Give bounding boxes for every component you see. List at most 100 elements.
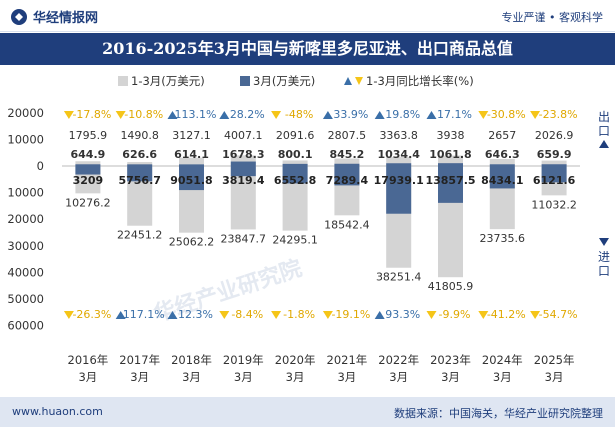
x-category-label: 2023年: [430, 353, 471, 367]
x-category-label: 3月: [182, 370, 201, 384]
import-march-label: 17939.1: [374, 174, 424, 187]
x-category-label: 2025年: [534, 353, 575, 367]
export-growth-label: 33.9%: [333, 108, 368, 121]
export-q1-bar: [438, 155, 463, 166]
arrow-up-icon: [599, 140, 609, 148]
export-march-label: 614.1: [174, 148, 209, 161]
import-growth-up-triangle-icon: [115, 311, 126, 319]
export-march-bar: [127, 164, 153, 166]
chart-plot: 华经产业研究院200001000001000020000300004000050…: [7, 106, 580, 384]
export-q1-label: 2807.5: [328, 129, 367, 142]
export-march-bar: [179, 164, 204, 166]
export-march-bar: [282, 163, 308, 166]
import-growth-label: -26.3%: [72, 308, 111, 321]
legend-march-label: 3月(万美元): [253, 74, 316, 88]
export-q1-bar: [282, 160, 308, 166]
tagline: 专业严谨 • 客观科学: [501, 11, 603, 24]
import-growth-down-triangle-icon: [271, 311, 282, 319]
import-march-label: 6121.6: [533, 174, 576, 187]
import-march-bar: [334, 166, 360, 186]
legend-cumulative: 1-3月(万美元): [118, 73, 205, 89]
x-category-label: 2024年: [482, 353, 523, 367]
export-q1-bar: [541, 160, 567, 166]
import-q1-label: 10276.2: [65, 196, 111, 209]
export-q1-bar: [334, 158, 360, 166]
x-category-label: 3月: [78, 370, 97, 384]
import-growth-label: -54.7%: [539, 308, 578, 321]
import-q1-label: 24295.1: [272, 234, 318, 247]
export-march-label: 626.6: [122, 148, 157, 161]
import-march-bar: [489, 166, 515, 189]
export-growth-up-triangle-icon: [219, 111, 230, 119]
import-march-label: 13857.5: [425, 174, 475, 187]
import-side-text: 进口: [597, 250, 610, 278]
footer-url[interactable]: www.huaon.com: [12, 405, 103, 418]
x-category-label: 3月: [130, 370, 149, 384]
y-tick-label: 40000: [7, 265, 44, 279]
legend-cumulative-swatch: [118, 76, 128, 86]
export-q1-label: 2026.9: [535, 129, 574, 142]
export-growth-label: 113.1%: [175, 108, 217, 121]
export-march-label: 1678.3: [222, 148, 264, 161]
export-q1-bar: [489, 158, 515, 166]
export-q1-label: 3938: [437, 129, 465, 142]
import-q1-label: 38251.4: [376, 271, 422, 284]
export-q1-label: 1795.9: [69, 129, 108, 142]
export-growth-label: -17.8%: [72, 108, 111, 121]
x-category-label: 2017年: [119, 353, 160, 367]
y-tick-label: 0: [37, 159, 44, 173]
huajing-logo-icon: [11, 8, 27, 25]
arrow-down-icon: [599, 238, 609, 246]
import-q1-label: 11032.2: [531, 198, 577, 211]
legend-growth-label: 1-3月同比增长率(%): [366, 74, 474, 88]
y-tick-label: 10000: [7, 132, 44, 146]
export-march-bar: [541, 164, 567, 166]
import-q1-bar: [230, 166, 256, 230]
export-q1-label: 3363.8: [379, 129, 418, 142]
export-q1-bar: [75, 161, 101, 166]
y-tick-label: 20000: [7, 106, 44, 120]
import-growth-up-triangle-icon: [167, 311, 178, 319]
x-category-label: 2020年: [275, 353, 316, 367]
import-march-bar: [541, 166, 567, 183]
import-growth-down-triangle-icon: [63, 311, 74, 319]
export-q1-label: 1490.8: [120, 129, 159, 142]
top-bar: 华经情报网 专业严谨 • 客观科学: [0, 0, 615, 32]
export-march-bar: [334, 163, 360, 166]
export-march-label: 644.9: [71, 148, 106, 161]
import-growth-up-triangle-icon: [374, 311, 385, 319]
export-growth-label: -23.8%: [539, 108, 578, 121]
export-growth-label: 19.8%: [385, 108, 420, 121]
export-march-bar: [230, 161, 256, 166]
import-growth-label: -8.4%: [231, 308, 263, 321]
export-growth-label: 17.1%: [437, 108, 472, 121]
import-march-bar: [438, 166, 463, 203]
import-growth-label: 93.3%: [385, 308, 420, 321]
footer-source: 数据来源：中国海关，华经产业研究院整理: [394, 407, 603, 420]
x-category-label: 3月: [545, 370, 564, 384]
import-march-bar: [179, 166, 204, 191]
export-q1-label: 4007.1: [224, 129, 263, 142]
export-side-label: 出口: [597, 110, 611, 152]
export-march-bar: [75, 164, 101, 166]
import-q1-label: 41805.9: [428, 280, 474, 293]
import-growth-label: 12.3%: [178, 308, 213, 321]
import-march-bar: [75, 166, 101, 175]
import-march-bar: [230, 166, 256, 177]
import-side-label: 进口: [597, 236, 611, 278]
y-tick-label: 50000: [7, 292, 44, 306]
export-growth-label: -48%: [285, 108, 313, 121]
import-growth-down-triangle-icon: [219, 311, 230, 319]
y-tick-label: 10000: [7, 186, 44, 200]
export-growth-down-triangle-icon: [478, 111, 489, 119]
import-q1-label: 23847.7: [221, 232, 267, 245]
import-march-bar: [127, 166, 153, 182]
import-march-label: 8434.1: [481, 174, 523, 187]
export-growth-down-triangle-icon: [271, 111, 282, 119]
import-q1-label: 18542.4: [324, 218, 370, 231]
brand-name: 华经情报网: [33, 11, 99, 26]
export-side-text: 出口: [597, 110, 610, 138]
export-growth-up-triangle-icon: [426, 111, 437, 119]
legend-march-swatch: [240, 76, 250, 86]
x-category-label: 3月: [286, 370, 305, 384]
